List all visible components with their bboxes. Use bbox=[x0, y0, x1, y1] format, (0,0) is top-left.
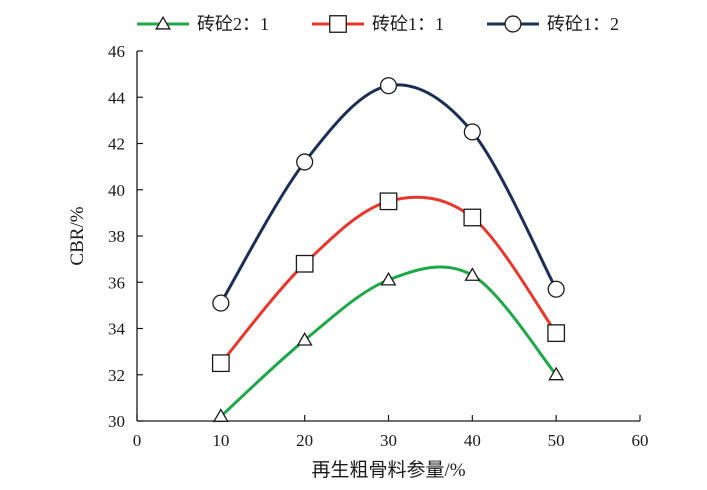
x-tick-label: 60 bbox=[632, 431, 649, 450]
square-marker bbox=[379, 192, 398, 211]
y-tick-label: 46 bbox=[108, 42, 125, 61]
x-tick-label: 50 bbox=[548, 431, 565, 450]
x-tick-label: 10 bbox=[212, 431, 229, 450]
square-marker bbox=[329, 15, 347, 33]
circle-marker bbox=[379, 77, 398, 95]
square-marker bbox=[463, 208, 482, 227]
circle-marker bbox=[547, 280, 565, 298]
y-tick-label: 36 bbox=[108, 273, 125, 292]
legend-item: 砖砼1：2 bbox=[487, 14, 619, 34]
y-tick-label: 42 bbox=[108, 135, 125, 154]
y-axis-ticks: 30 32 34 36 38 40 42 44 46 bbox=[108, 42, 143, 431]
x-axis-ticks: 0 10 20 30 40 50 60 bbox=[133, 415, 649, 450]
y-axis-title: CBR/% bbox=[67, 206, 88, 265]
circle-marker bbox=[212, 294, 230, 312]
series-layer bbox=[211, 77, 566, 422]
triangle-marker bbox=[548, 366, 565, 381]
series-1 bbox=[212, 265, 565, 422]
series-3 bbox=[212, 77, 565, 312]
y-tick-label: 30 bbox=[108, 412, 125, 431]
triangle-marker bbox=[464, 267, 481, 281]
legend-label: 砖砼2：1 bbox=[197, 14, 269, 34]
y-tick-label: 44 bbox=[108, 88, 126, 107]
y-tick-label: 34 bbox=[108, 320, 126, 339]
x-tick-label: 20 bbox=[296, 431, 313, 450]
series-2 bbox=[211, 192, 566, 373]
square-marker bbox=[211, 354, 230, 373]
x-tick-label: 0 bbox=[133, 431, 142, 450]
legend-item: 砖砼1：1 bbox=[312, 14, 444, 34]
legend-label: 砖砼1：1 bbox=[372, 14, 444, 34]
triangle-marker bbox=[155, 15, 171, 30]
axes: 0 10 20 30 40 50 60 30 32 34 36 38 40 42 44 46 bbox=[108, 42, 649, 450]
x-tick-label: 30 bbox=[380, 431, 397, 450]
square-marker bbox=[295, 254, 314, 273]
triangle-marker bbox=[380, 271, 397, 286]
square-marker bbox=[547, 324, 566, 343]
x-tick-label: 40 bbox=[464, 431, 481, 450]
y-tick-label: 32 bbox=[108, 366, 125, 385]
x-axis-title: 再生粗骨料参量/% bbox=[311, 459, 465, 481]
circle-marker bbox=[504, 15, 522, 33]
legend: 砖砼2：1 砖砼1：1 砖砼1：2 bbox=[137, 14, 619, 34]
series-line bbox=[219, 265, 558, 418]
legend-item: 砖砼2：1 bbox=[137, 14, 269, 34]
triangle-marker bbox=[296, 331, 313, 346]
circle-marker bbox=[296, 153, 314, 171]
y-tick-label: 40 bbox=[108, 181, 125, 200]
triangle-marker bbox=[212, 408, 229, 422]
circle-marker bbox=[463, 123, 481, 141]
legend-label: 砖砼1：2 bbox=[547, 14, 619, 34]
y-tick-label: 38 bbox=[108, 227, 125, 246]
